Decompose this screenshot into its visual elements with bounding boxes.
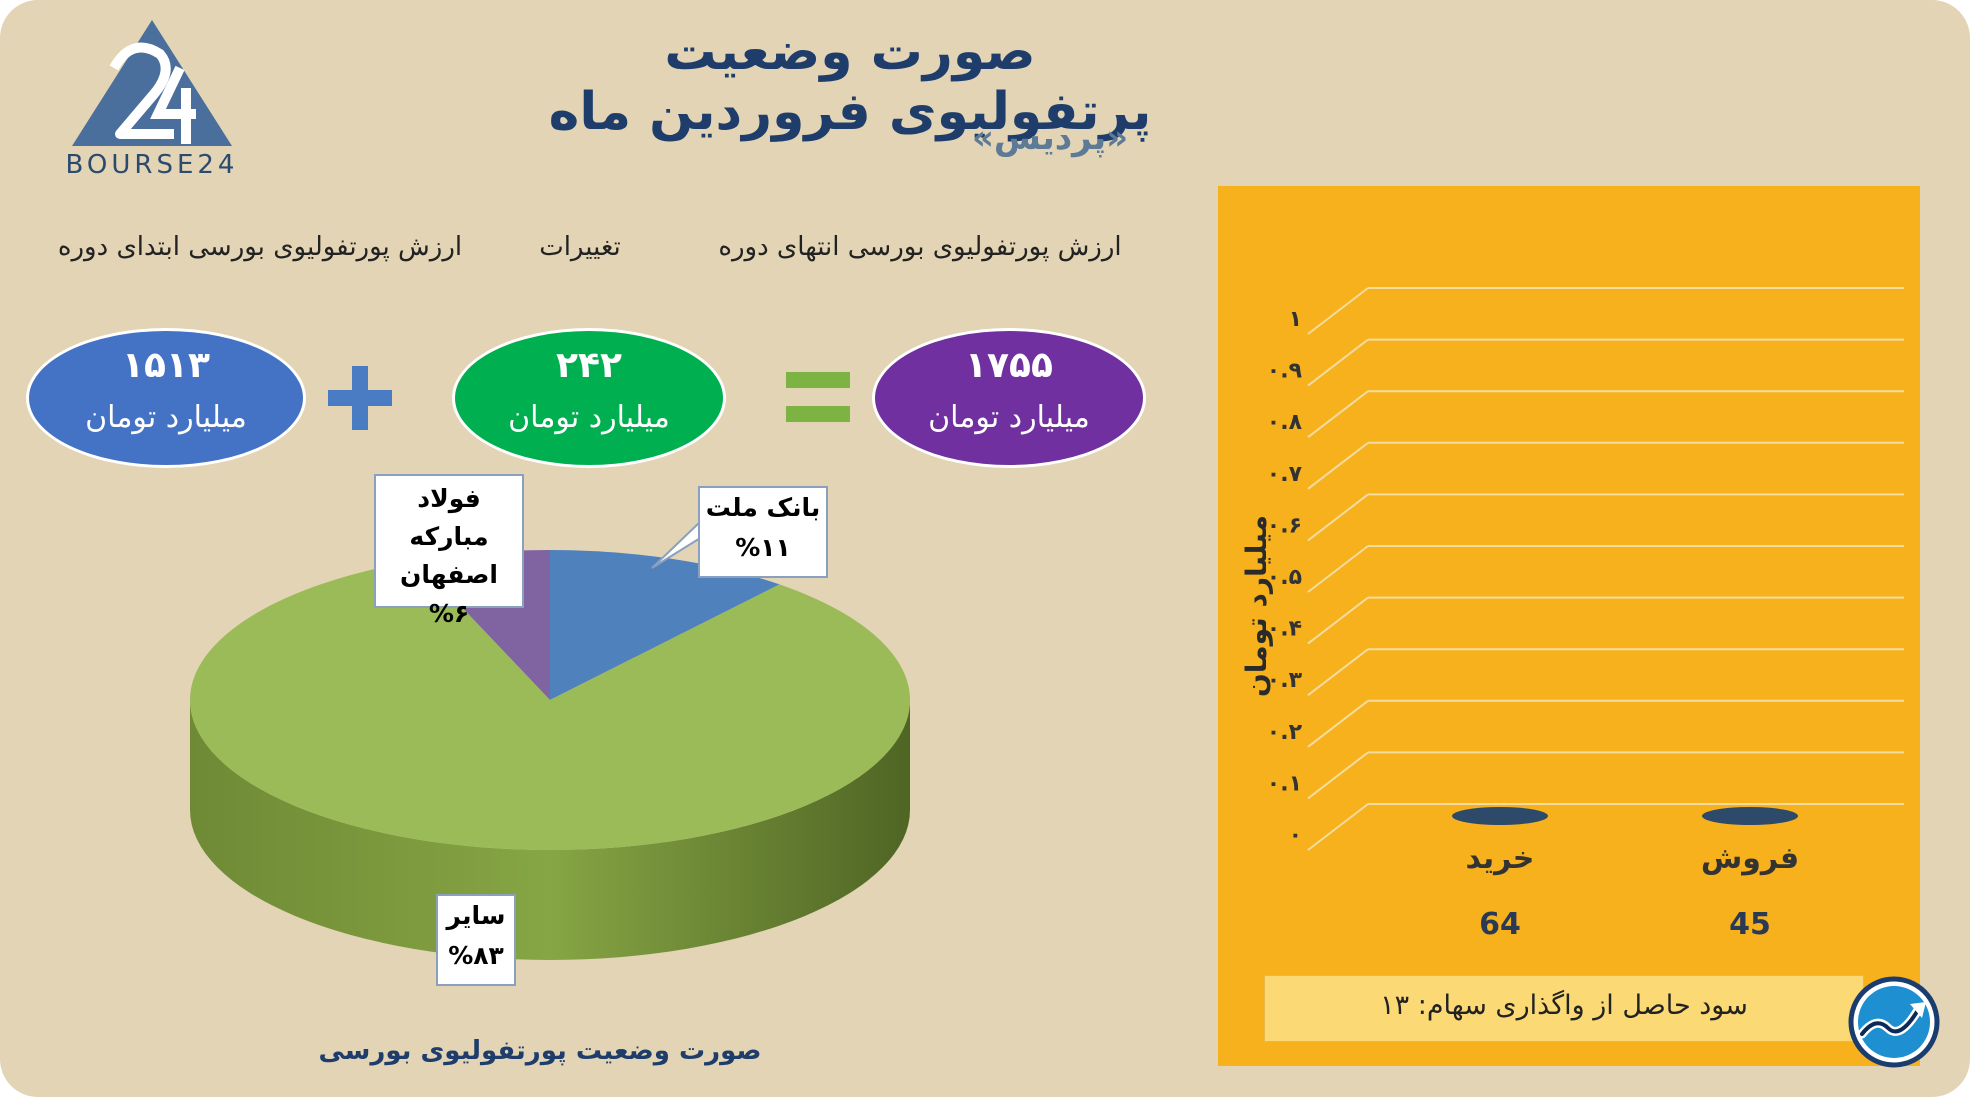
- logo-text: BOURSE24: [65, 150, 239, 180]
- callout-bank-mellat: بانک ملت %۱۱: [698, 486, 828, 578]
- callout-foolad-mobarakeh: فولاد مبارکه اصفهان %۶: [374, 474, 524, 628]
- grid-diagonal: [1307, 390, 1369, 438]
- portfolio-pie-chart: [190, 550, 910, 960]
- y-tick-label: ۰.۶: [1267, 513, 1302, 538]
- buy-sell-bar-chart: ۰ ۰.۱ ۰.۲ ۰.۳ ۰.۴ ۰.۵ ۰.۶ ۰.۷ ۰.۸ ۰.۹ ۱ خرید فروش 6…: [1240, 287, 1904, 942]
- change-label: تغییرات: [539, 232, 621, 262]
- grid-diagonal: [1307, 338, 1369, 387]
- plus-icon: [328, 366, 392, 430]
- grid-diagonal: [1307, 442, 1369, 490]
- grid-diagonal: [1307, 545, 1369, 593]
- slice-label-value: %۱۱: [735, 533, 791, 562]
- y-tick-label: ۰.۹: [1267, 359, 1302, 384]
- pie-slice-1: [190, 560, 910, 850]
- grid-diagonal: [1307, 751, 1369, 800]
- y-tick-label: ۰.۴: [1267, 617, 1302, 642]
- change-value-oval: ۲۴۲ میلیارد تومان: [452, 328, 726, 468]
- slice-label-value: %۶: [428, 599, 470, 628]
- y-tick-label: ۱: [1289, 307, 1302, 332]
- bar-0: [1452, 807, 1548, 825]
- pie-chart-title: صورت وضعیت پورتفولیوی بورسی: [318, 1036, 762, 1066]
- grid-diagonal: [1307, 648, 1369, 696]
- grid-diagonal: [1307, 287, 1369, 335]
- pie-side-band: [190, 700, 910, 960]
- y-axis-label: میلیارد تومان: [1240, 515, 1273, 697]
- y-tick-label: ۰.۲: [1267, 720, 1303, 745]
- y-tick-label: ۰.۳: [1267, 668, 1303, 693]
- y-tick-label: ۰.۱: [1267, 771, 1302, 796]
- equals-icon: [786, 372, 850, 422]
- share-sale-profit-note: سود حاصل از واگذاری سهام: ۱۳: [1264, 975, 1864, 1042]
- slice-label-value: %۸۳: [448, 941, 504, 970]
- category-label: خرید: [1466, 841, 1535, 876]
- callout-other: سایر %۸۳: [436, 894, 516, 986]
- buy-sell-panel: [1218, 186, 1920, 1066]
- grid-diagonal: [1307, 700, 1369, 748]
- start-value-label: ارزش پورتفولیوی بورسی ابتدای دوره: [57, 232, 463, 262]
- slice-label-name: فولاد مبارکه اصفهان: [400, 484, 498, 589]
- change-value: ۲۴۲: [556, 345, 622, 386]
- grid-diagonal: [1307, 596, 1369, 645]
- end-unit: میلیارد تومان: [928, 400, 1090, 435]
- bourse24-logo: [72, 20, 232, 146]
- start-value: ۱۵۱۳: [122, 345, 210, 386]
- category-value: 45: [1729, 907, 1771, 942]
- end-value-oval: ۱۷۵۵ میلیارد تومان: [872, 328, 1146, 468]
- pie-slice-0: [550, 550, 780, 700]
- page-subtitle: «پردیس»: [971, 118, 1129, 158]
- start-unit: میلیارد تومان: [85, 400, 247, 435]
- y-tick-label: ۰.۵: [1267, 565, 1302, 590]
- end-value: ۱۷۵۵: [965, 345, 1053, 386]
- category-label: فروش: [1701, 841, 1799, 876]
- bar-1: [1702, 807, 1798, 825]
- grid-diagonal: [1307, 493, 1369, 542]
- y-tick-label: ۰.۸: [1267, 410, 1303, 435]
- grid-diagonal: [1307, 803, 1369, 851]
- slice-label-name: سایر: [446, 901, 506, 930]
- slice-label-name: بانک ملت: [705, 493, 821, 522]
- change-unit: میلیارد تومان: [508, 400, 670, 435]
- start-value-oval: ۱۵۱۳ میلیارد تومان: [26, 328, 306, 468]
- category-value: 64: [1479, 907, 1521, 942]
- end-value-label: ارزش پورتفولیوی بورسی انتهای دوره: [718, 232, 1122, 262]
- y-tick-label: ۰.۷: [1267, 462, 1303, 487]
- trend-up-icon: [1848, 976, 1940, 1068]
- y-tick-label: ۰: [1289, 823, 1302, 848]
- page-title: صورت وضعیت پرتفولیوی فروردین ماه: [548, 22, 1152, 142]
